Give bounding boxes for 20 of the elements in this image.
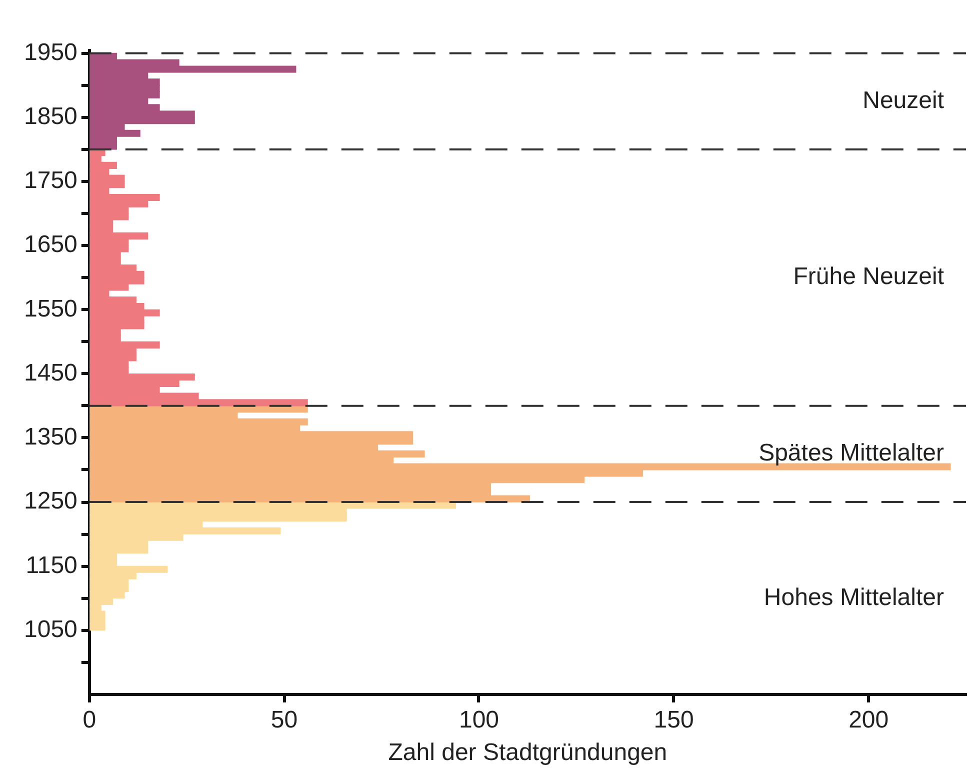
annotation: Neuzeit (862, 86, 944, 114)
x-tick-label: 0 (82, 706, 96, 734)
y-tick-label: 1250 (24, 488, 78, 515)
y-tick-label: 1850 (24, 102, 78, 130)
x-tick-label: 100 (458, 706, 500, 734)
x-tick-label: 150 (654, 706, 694, 734)
x-tick-label: 50 (270, 706, 298, 734)
y-tick-label: 1050 (24, 616, 78, 643)
y-tick-label: 1150 (26, 552, 78, 579)
x-tick-label: 200 (848, 706, 889, 734)
y-tick-label: 1450 (24, 359, 78, 386)
y-tick-label: 1650 (24, 231, 78, 258)
y-tick-label: 1550 (24, 295, 78, 322)
y-tick-label: 1350 (24, 424, 78, 451)
annotation: Spätes Mittelalter (758, 440, 944, 467)
y-tick-label: 1950 (24, 38, 78, 66)
x-axis-title: Zahl der Stadtgründungen (388, 739, 668, 766)
annotation: Frühe Neuzeit (793, 263, 944, 290)
annotation: Hohes Mittelalter (764, 584, 944, 611)
y-tick-label: 1750 (24, 167, 78, 194)
